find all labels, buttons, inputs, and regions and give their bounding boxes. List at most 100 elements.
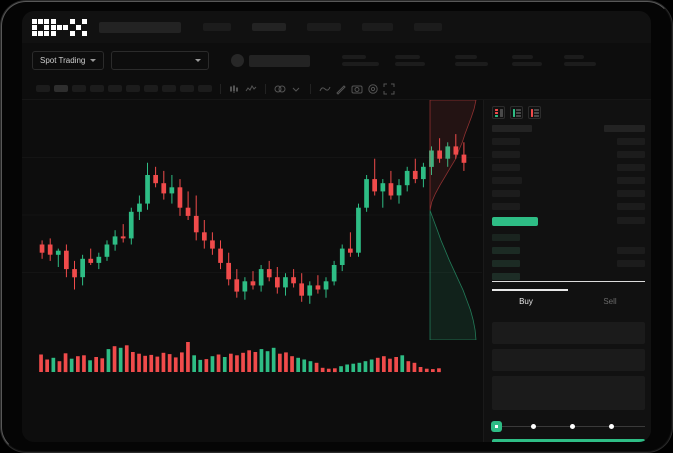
slider-step-25[interactable] — [531, 423, 536, 429]
orderbook-ask-total — [617, 190, 645, 197]
orderbook-bid-row[interactable] — [492, 247, 520, 254]
indicators-icon[interactable] — [245, 83, 257, 95]
chevron-down-icon — [195, 59, 202, 62]
stat-label — [395, 55, 421, 59]
timeframe-button-7[interactable] — [144, 85, 158, 92]
market-header: Spot Trading — [22, 43, 651, 78]
order-form-tabs: Buy Sell — [484, 289, 651, 315]
orderbook-ask-total — [617, 203, 645, 210]
candlestick-svg — [22, 134, 482, 304]
orderbook-spread-row[interactable] — [492, 217, 538, 226]
slider-step-75[interactable] — [609, 423, 614, 429]
timeframe-button-5[interactable] — [108, 85, 122, 92]
orderbook-trade-panel: Buy Sell — [483, 100, 651, 442]
orderbook-bid-row[interactable] — [492, 273, 520, 280]
chart-toolbar — [22, 78, 651, 100]
orderbook-mode-bids[interactable] — [510, 106, 523, 119]
stat-value — [564, 62, 597, 66]
orderbook-mode-both[interactable] — [492, 106, 505, 119]
toolbar-divider — [310, 83, 311, 94]
top-navigation-bar — [22, 11, 651, 43]
timeframe-button-8[interactable] — [162, 85, 176, 92]
chevron-down-icon — [90, 59, 97, 62]
spot-trading-dropdown[interactable]: Spot Trading — [32, 51, 105, 70]
compare-icon[interactable] — [274, 83, 286, 95]
camera-snapshot-icon[interactable] — [351, 83, 363, 95]
toolbar-divider — [220, 83, 221, 94]
candlestick-type-icon[interactable] — [229, 83, 241, 95]
volume-histogram-svg — [39, 342, 441, 373]
app-screen: Spot Trading — [22, 11, 651, 442]
orderbook-ask-row[interactable] — [492, 151, 520, 158]
timeframe-button-2[interactable] — [54, 85, 68, 92]
nav-item-3[interactable] — [307, 23, 341, 31]
stat-value — [455, 62, 489, 66]
orderbook-bid-total — [617, 260, 645, 267]
orderbook-view-modes — [484, 100, 651, 119]
orderbook-divider — [492, 281, 645, 282]
okx-logo-icon[interactable] — [32, 18, 87, 36]
stat-value — [395, 62, 426, 66]
line-chart-icon[interactable] — [319, 83, 331, 95]
place-buy-order-button[interactable] — [492, 439, 645, 442]
order-price-field[interactable] — [492, 322, 645, 344]
orderbook-ask-total — [617, 164, 645, 171]
tab-buy[interactable]: Buy — [519, 297, 533, 306]
orderbook-col-price — [492, 125, 532, 132]
orderbook-spread-total — [617, 217, 645, 224]
trading-pair-dropdown[interactable] — [111, 51, 210, 70]
orderbook-bid-row[interactable] — [492, 234, 520, 241]
amount-slider[interactable] — [492, 420, 645, 432]
nav-item-1[interactable] — [203, 23, 231, 31]
nav-item-2[interactable] — [252, 23, 286, 31]
timeframe-button-9[interactable] — [180, 85, 194, 92]
settings-gear-icon[interactable] — [367, 83, 379, 95]
spot-trading-label: Spot Trading — [40, 56, 86, 65]
timeframe-button-10[interactable] — [198, 85, 212, 92]
timeframe-button-4[interactable] — [90, 85, 104, 92]
orderbook-ask-total — [617, 138, 645, 145]
orderbook-ask-total — [617, 151, 645, 158]
orderbook-ask-total — [617, 177, 645, 184]
stat-label — [512, 55, 534, 59]
active-order-tab-indicator — [492, 289, 568, 291]
timeframe-button-1[interactable] — [36, 85, 50, 92]
orderbook-ask-row[interactable] — [492, 177, 522, 184]
orderbook-bid-total — [617, 247, 645, 254]
timeframe-button-3[interactable] — [72, 85, 86, 92]
order-amount-field[interactable] — [492, 349, 645, 371]
tab-sell[interactable]: Sell — [603, 297, 617, 306]
stat-label — [455, 55, 478, 59]
orderbook-ask-row[interactable] — [492, 164, 520, 171]
stat-value — [512, 62, 543, 66]
stat-value — [342, 62, 380, 66]
slider-step-50[interactable] — [570, 423, 575, 429]
orderbook-ask-row[interactable] — [492, 190, 520, 197]
bottom-panel — [22, 385, 482, 442]
stat-24h-low — [512, 55, 543, 66]
stat-label — [342, 55, 367, 59]
orderbook-ask-row[interactable] — [492, 203, 520, 210]
nav-item-4[interactable] — [362, 23, 393, 31]
orderbook-bid-row[interactable] — [492, 260, 520, 267]
slider-handle[interactable] — [492, 422, 501, 431]
stat-24h-high — [455, 55, 489, 66]
orderbook-ask-row[interactable] — [492, 138, 520, 145]
stat-label — [564, 55, 585, 59]
stat-last-price — [342, 55, 380, 66]
nav-item-5[interactable] — [414, 23, 442, 31]
pair-name-placeholder — [249, 54, 311, 67]
orderbook-col-total — [604, 125, 645, 132]
order-total-field[interactable] — [492, 376, 645, 410]
stat-24h-volume — [564, 55, 597, 66]
toolbar-divider — [265, 83, 266, 94]
pencil-draw-icon[interactable] — [335, 83, 347, 95]
fullscreen-icon[interactable] — [383, 83, 395, 95]
price-chart[interactable] — [22, 100, 482, 385]
coin-avatar-icon — [231, 54, 245, 67]
stat-24h-change — [395, 55, 426, 66]
timeframe-button-6[interactable] — [126, 85, 140, 92]
chevron-down-icon[interactable] — [290, 83, 302, 95]
orderbook-mode-asks[interactable] — [528, 106, 541, 119]
nav-title-placeholder — [99, 21, 181, 33]
